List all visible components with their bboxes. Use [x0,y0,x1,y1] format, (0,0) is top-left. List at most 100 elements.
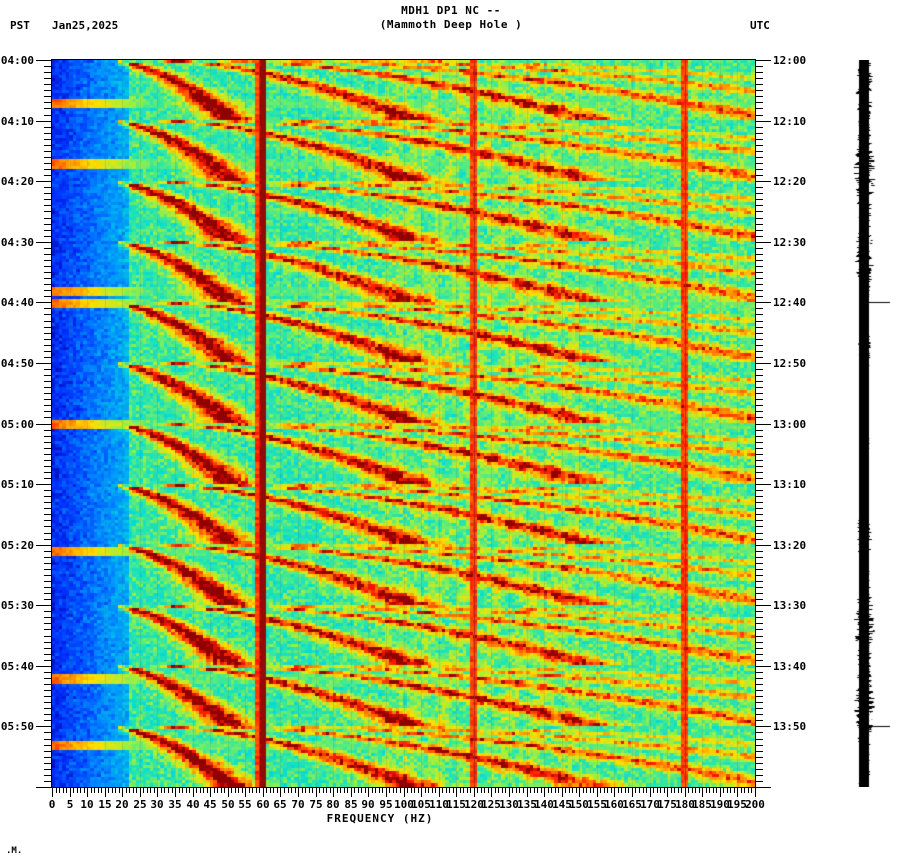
axis-tick-minor [44,224,51,225]
axis-tick-minor [44,526,51,527]
axis-tick-minor [44,169,51,170]
axis-tick-minor [44,551,51,552]
axis-tick-minor [611,788,612,793]
axis-tick-major [36,363,51,364]
axis-tick-minor [583,788,584,793]
axis-tick-minor [108,788,109,793]
axis-tick-minor [44,193,51,194]
axis-tick-minor [354,788,355,793]
axis-tick-minor [242,788,243,793]
axis-tick-minor [44,654,51,655]
axis-tick-minor [534,788,535,793]
axis-tick-minor [44,745,51,746]
axis-tick-minor [756,308,763,309]
axis-tick-minor [200,788,201,793]
axis-tick-minor [756,205,763,206]
axis-tick-major [756,302,771,303]
axis-tick-label: 10 [80,798,94,811]
axis-top-border [51,59,756,60]
axis-tick-minor [270,788,271,793]
axis-tick-major [193,788,194,797]
axis-tick-minor [756,102,763,103]
axis-tick-minor [44,732,51,733]
axis-tick-minor [756,133,763,134]
axis-tick-label: 165 [622,798,642,811]
axis-tick-minor [44,84,51,85]
axis-tick-minor [44,260,51,261]
axis-tick-minor [44,629,51,630]
axis-tick-major [36,181,51,182]
axis-tick-major [755,788,756,797]
axis-tick-minor [756,745,763,746]
axis-tick-minor [657,788,658,793]
axis-tick-minor [44,96,51,97]
axis-tick-minor [44,284,51,285]
axis-tick-minor [432,788,433,793]
axis-tick-minor [302,788,303,793]
axis-tick-minor [249,788,250,793]
axis-tick-major [228,788,229,797]
axis-tick-minor [756,708,763,709]
axis-tick-minor [453,788,454,793]
axis-tick-minor [330,788,331,793]
axis-tick-minor [44,757,51,758]
axis-tick-label: 12:40 [773,296,807,309]
axis-tick-minor [756,175,763,176]
axis-tick-major [756,242,771,243]
axis-tick-major [756,545,771,546]
axis-tick-minor [344,788,345,793]
axis-tick-major [456,788,457,797]
axis-tick-minor [414,788,415,793]
axis-tick-minor [44,333,51,334]
axis-tick-major [122,788,123,797]
axis-tick-minor [756,339,763,340]
axis-tick-label: 155 [587,798,607,811]
axis-tick-label: 04:30 [0,236,34,249]
axis-tick-minor [44,108,51,109]
axis-tick-minor [756,581,763,582]
axis-tick-minor [756,739,763,740]
axis-tick-minor [756,345,763,346]
spectrogram-plot[interactable] [52,60,755,787]
axis-bottom-border [51,787,756,788]
axis-tick-label: 04:40 [0,296,34,309]
axis-tick-label: 05:10 [0,478,34,491]
axis-tick-minor [84,788,85,793]
axis-tick-minor [756,369,763,370]
axis-tick-minor [44,769,51,770]
axis-tick-minor [470,788,471,793]
axis-tick-minor [756,587,763,588]
axis-tick-label: 05:50 [0,720,34,733]
axis-tick-minor [44,411,51,412]
axis-tick-minor [126,788,127,793]
axis-tick-minor [44,175,51,176]
axis-tick-minor [716,788,717,793]
axis-tick-minor [756,187,763,188]
axis-tick-minor [756,520,763,521]
timezone-label-right: UTC [750,19,770,32]
axis-tick-minor [692,788,693,793]
axis-tick-minor [407,788,408,793]
axis-tick-major [175,788,176,797]
axis-tick-minor [44,708,51,709]
axis-tick-label: 110 [429,798,449,811]
axis-tick-minor [44,278,51,279]
axis-tick-minor [756,199,763,200]
seismogram-trace[interactable] [826,60,902,787]
axis-tick-minor [756,351,763,352]
axis-tick-minor [756,539,763,540]
axis-tick-minor [446,788,447,793]
axis-tick-minor [756,648,763,649]
axis-tick-minor [161,788,162,793]
axis-tick-minor [44,563,51,564]
axis-tick-minor [44,460,51,461]
axis-tick-minor [323,788,324,793]
axis-tick-minor [214,788,215,793]
axis-tick-minor [756,642,763,643]
axis-tick-minor [756,248,763,249]
axis-tick-minor [756,254,763,255]
axis-tick-minor [418,788,419,793]
axis-tick-minor [44,581,51,582]
axis-tick-major [756,181,771,182]
axis-tick-major [386,788,387,797]
